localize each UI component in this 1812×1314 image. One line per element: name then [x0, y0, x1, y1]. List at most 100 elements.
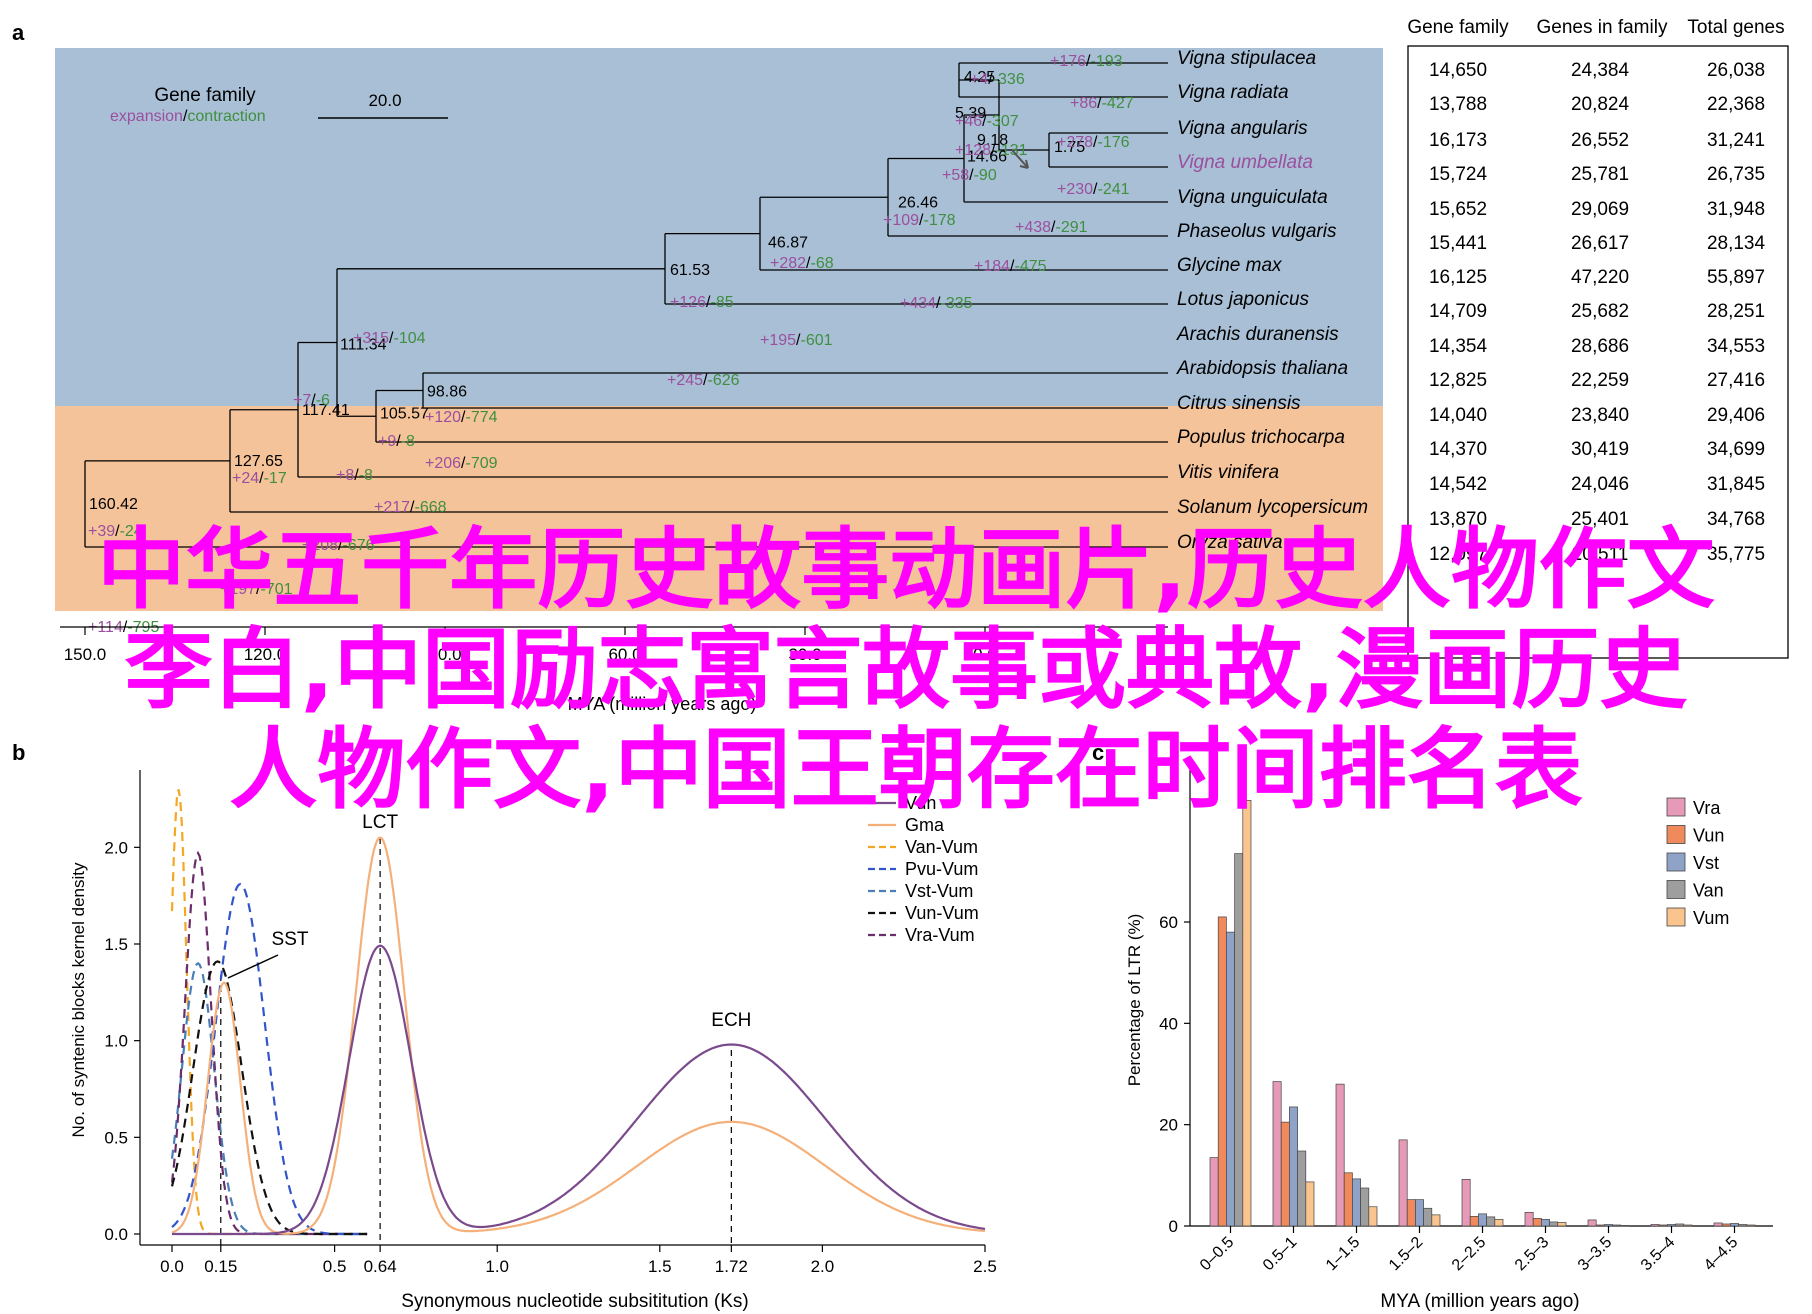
separator: / [919, 212, 924, 229]
ltr-y-tick-label: 20 [1159, 1116, 1178, 1135]
ltr-bar-vum [1683, 1224, 1693, 1227]
contraction-count: -668 [415, 499, 447, 516]
species-label: Vigna angularis [1177, 118, 1308, 139]
table-cell: 12,097 [1429, 544, 1487, 565]
panel-b-label: b [12, 740, 25, 765]
ks-x-tick-label: 0.0 [160, 1257, 184, 1276]
ks-y-tick-label: 1.0 [104, 1032, 128, 1051]
ks-curve-pvu-vum [171, 882, 368, 1236]
ltr-bar-van [1360, 1187, 1370, 1227]
expansion-count: +176 [1050, 53, 1086, 70]
node-age-label: 61.53 [670, 262, 710, 279]
ks-curve-vun-vum [170, 960, 368, 1236]
contraction-count: -241 [1098, 181, 1130, 198]
table-cell: 14,542 [1429, 474, 1487, 495]
ltr-bar-vra [1209, 1157, 1219, 1227]
table-cell: 26,552 [1571, 130, 1629, 151]
separator: / [256, 581, 261, 598]
ltr-x-tick-label: 0.5–1 [1260, 1234, 1300, 1274]
contraction-count: -701 [261, 581, 293, 598]
separator: / [311, 392, 316, 409]
branch-change-label: +7/-6 [293, 392, 330, 409]
legend-contraction: contraction [187, 108, 265, 125]
ltr-bar-vun [1343, 1172, 1353, 1227]
node-age-label: 127.65 [234, 453, 283, 470]
contraction-count: -176 [1098, 134, 1130, 151]
table-cell: 20,511 [1572, 544, 1629, 565]
ltr-bar-vst [1415, 1199, 1424, 1227]
phylogenetic-tree [84, 62, 1168, 548]
table-cell: 13,788 [1429, 94, 1487, 115]
branch-change-label: +282/-68 [770, 255, 834, 272]
species-label: Lotus japonicus [1177, 289, 1310, 310]
separator: / [115, 523, 120, 540]
species-label: Citrus sinensis [1177, 393, 1301, 414]
node-age-label: 117.41 [302, 402, 350, 419]
ks-y-axis-label: No. of syntenic blocks kernel density [69, 862, 88, 1137]
ltr-bar-vst [1730, 1223, 1739, 1227]
contraction-count: -85 [711, 294, 734, 311]
branch-change-label: +176/-193 [1050, 53, 1123, 70]
contraction-count: -601 [801, 332, 833, 349]
ltr-legend-swatch [1666, 907, 1686, 927]
separator: / [936, 295, 941, 312]
ks-y-tick-label: 0.0 [104, 1225, 128, 1244]
separator: / [389, 330, 394, 347]
separator: / [796, 332, 801, 349]
separator: / [259, 470, 264, 487]
ltr-bar-vun [1532, 1218, 1542, 1227]
ltr-bar-vun [1469, 1216, 1479, 1227]
species-label: Vigna stipulacea [1177, 48, 1316, 69]
ltr-bar-vra [1524, 1211, 1534, 1227]
ltr-bar-vum [1368, 1206, 1378, 1227]
time-axis-tick-label: 120.0 [244, 645, 287, 664]
ltr-x-tick-label: 1–1.5 [1323, 1234, 1363, 1274]
peak-label: LCT [362, 812, 398, 833]
expansion-count: +184 [974, 258, 1010, 275]
ltr-legend-swatch [1666, 797, 1686, 817]
expansion-count: +315 [353, 330, 389, 347]
ks-curve-vst-vum [170, 961, 368, 1236]
ltr-x-tick-label: 4–4.5 [1701, 1234, 1741, 1274]
watermark-line-1: 中华五千年历史故事动画片,历史人物作文 [97, 518, 1715, 621]
table-border [1407, 45, 1789, 659]
ltr-legend-swatch [1666, 852, 1686, 872]
species-label: Solanum lycopersicum [1177, 497, 1368, 518]
ltr-bar-vra [1272, 1081, 1282, 1227]
table-cell: 28,251 [1707, 301, 1765, 322]
ks-x-tick-label: 2.5 [973, 1257, 997, 1276]
contraction-count: -307 [987, 113, 1019, 130]
table-cell: 22,368 [1707, 94, 1765, 115]
separator: / [1093, 134, 1098, 151]
expansion-count: +8 [336, 467, 354, 484]
pointer-arrow-icon [1011, 149, 1029, 169]
table-cell: 34,553 [1707, 336, 1765, 357]
ltr-x-tick-label: 0–0.5 [1197, 1234, 1237, 1274]
ltr-bar-vra [1587, 1219, 1597, 1227]
separator: / [1051, 219, 1056, 236]
branch-change-label: +230/-241 [1057, 181, 1130, 198]
ltr-bar-vum [1431, 1214, 1441, 1227]
ltr-bar-vra [1713, 1222, 1723, 1227]
ltr-legend-swatch [1666, 825, 1686, 844]
branch-change-label: +46/-307 [955, 113, 1019, 130]
ltr-bar-vra [1650, 1224, 1660, 1227]
species-labels: Vigna stipulacea Vigna radiata Vigna angul… [1176, 48, 1368, 553]
table-cell: 24,046 [1571, 474, 1629, 495]
ltr-x-tick-label: 3.5–4 [1638, 1234, 1678, 1274]
table-cell: 29,406 [1707, 405, 1765, 426]
table-cell: 16,125 [1429, 267, 1487, 288]
blue-background [55, 48, 1383, 406]
ks-legend-label: Van-Vum [905, 837, 978, 857]
branch-change-label: +120/-774 [425, 409, 498, 426]
species-label: Populus trichocarpa [1177, 427, 1345, 448]
expansion-count: +278 [1057, 134, 1093, 151]
table-cell: 14,354 [1429, 336, 1488, 357]
node-age-label: 111.34 [340, 337, 387, 354]
branch-change-label: +197/-701 [220, 581, 293, 598]
table-cell: 23,840 [1571, 405, 1629, 426]
ks-density-chart: 0.0 0.5 1.0 1.5 2.0 0.0 0.15 0.5 0.64 1.0 1.5 1.72… [69, 770, 997, 1312]
node-age-label: 14.66 [967, 149, 1007, 166]
table-cell: 30,419 [1571, 439, 1629, 460]
